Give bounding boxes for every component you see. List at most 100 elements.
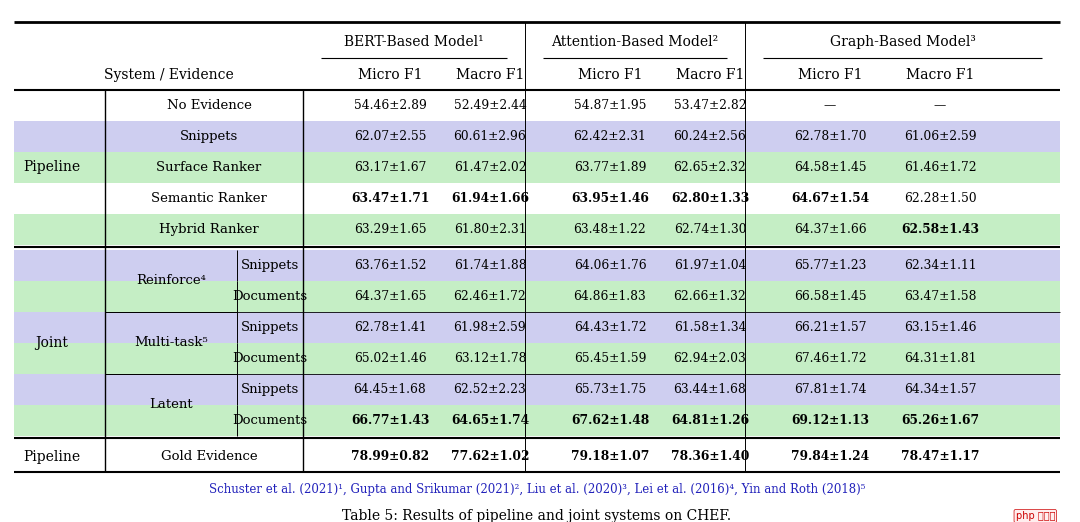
Text: Multi-task⁵: Multi-task⁵	[134, 337, 207, 350]
Text: Snippets: Snippets	[241, 321, 299, 334]
Text: 66.58±1.45: 66.58±1.45	[794, 290, 866, 303]
Text: 62.34±1.11: 62.34±1.11	[904, 259, 976, 272]
Text: 64.37±1.66: 64.37±1.66	[794, 223, 866, 236]
Text: Pipeline: Pipeline	[24, 160, 81, 174]
Text: 63.44±1.68: 63.44±1.68	[674, 383, 746, 396]
Text: 52.49±2.44: 52.49±2.44	[454, 99, 526, 112]
Text: 63.47±1.71: 63.47±1.71	[351, 192, 429, 205]
Text: Graph-Based Model³: Graph-Based Model³	[829, 35, 975, 49]
Text: —: —	[824, 99, 836, 112]
Bar	[14, 121, 1059, 152]
Text: 69.12±1.13: 69.12±1.13	[791, 414, 869, 427]
Text: 53.47±2.82: 53.47±2.82	[674, 99, 746, 112]
Text: php 中文网: php 中文网	[1015, 511, 1055, 521]
Text: Documents: Documents	[232, 414, 308, 427]
Text: Documents: Documents	[232, 290, 308, 303]
Text: Table 5: Results of pipeline and joint systems on CHEF.: Table 5: Results of pipeline and joint s…	[342, 509, 731, 522]
Text: 64.34±1.57: 64.34±1.57	[904, 383, 976, 396]
Text: 62.07±2.55: 62.07±2.55	[354, 130, 427, 143]
Text: 67.46±1.72: 67.46±1.72	[794, 352, 866, 365]
Text: Micro F1: Micro F1	[578, 68, 643, 82]
Text: 62.78±1.41: 62.78±1.41	[353, 321, 427, 334]
Text: Semantic Ranker: Semantic Ranker	[151, 192, 267, 205]
Text: 65.45±1.59: 65.45±1.59	[573, 352, 646, 365]
Text: 62.46±1.72: 62.46±1.72	[454, 290, 526, 303]
Text: 64.06±1.76: 64.06±1.76	[573, 259, 646, 272]
Text: 61.58±1.34: 61.58±1.34	[674, 321, 746, 334]
Text: 60.61±2.96: 60.61±2.96	[454, 130, 526, 143]
Text: 62.80±1.33: 62.80±1.33	[671, 192, 750, 205]
Text: 63.17±1.67: 63.17±1.67	[354, 161, 427, 174]
Text: 62.74±1.30: 62.74±1.30	[674, 223, 746, 236]
Bar	[14, 281, 1059, 312]
Text: No Evidence: No Evidence	[166, 99, 252, 112]
Text: 64.43±1.72: 64.43±1.72	[573, 321, 646, 334]
Text: 62.78±1.70: 62.78±1.70	[794, 130, 866, 143]
Text: 54.46±2.89: 54.46±2.89	[353, 99, 427, 112]
Text: 64.67±1.54: 64.67±1.54	[791, 192, 869, 205]
Text: 61.98±2.59: 61.98±2.59	[454, 321, 526, 334]
Text: 60.24±2.56: 60.24±2.56	[674, 130, 746, 143]
Text: 79.84±1.24: 79.84±1.24	[791, 450, 869, 463]
Text: Surface Ranker: Surface Ranker	[157, 161, 261, 174]
Text: 63.95±1.46: 63.95±1.46	[571, 192, 649, 205]
Text: 63.15±1.46: 63.15±1.46	[904, 321, 976, 334]
Text: 54.87±1.95: 54.87±1.95	[573, 99, 646, 112]
Text: Documents: Documents	[232, 352, 308, 365]
Bar	[14, 405, 1059, 436]
Text: Micro F1: Micro F1	[798, 68, 862, 82]
Text: 65.02±1.46: 65.02±1.46	[353, 352, 427, 365]
Text: Latent: Latent	[149, 398, 193, 411]
Text: 63.48±1.22: 63.48±1.22	[573, 223, 646, 236]
Text: 67.62±1.48: 67.62±1.48	[571, 414, 649, 427]
Text: 64.81±1.26: 64.81±1.26	[671, 414, 750, 427]
Text: 61.74±1.88: 61.74±1.88	[454, 259, 526, 272]
Text: 62.94±2.03: 62.94±2.03	[674, 352, 746, 365]
Text: Attention-Based Model²: Attention-Based Model²	[552, 35, 718, 49]
Text: Pipeline: Pipeline	[24, 449, 81, 464]
Text: 79.18±1.07: 79.18±1.07	[571, 450, 649, 463]
Text: 77.62±1.02: 77.62±1.02	[450, 450, 529, 463]
Text: 61.46±1.72: 61.46±1.72	[904, 161, 976, 174]
Text: 62.65±2.32: 62.65±2.32	[674, 161, 746, 174]
Text: 61.94±1.66: 61.94±1.66	[451, 192, 529, 205]
Bar	[14, 374, 1059, 405]
Text: Macro F1: Macro F1	[906, 68, 974, 82]
Bar	[14, 214, 1059, 245]
Text: Macro F1: Macro F1	[456, 68, 524, 82]
Text: 63.77±1.89: 63.77±1.89	[573, 161, 646, 174]
Text: Macro F1: Macro F1	[676, 68, 744, 82]
Bar	[14, 152, 1059, 183]
Text: System / Evidence: System / Evidence	[104, 68, 233, 82]
Text: 64.31±1.81: 64.31±1.81	[904, 352, 976, 365]
Text: 78.99±0.82: 78.99±0.82	[351, 450, 429, 463]
Text: 63.12±1.78: 63.12±1.78	[454, 352, 526, 365]
Text: 64.65±1.74: 64.65±1.74	[451, 414, 529, 427]
Text: 65.77±1.23: 65.77±1.23	[794, 259, 866, 272]
Text: Snippets: Snippets	[241, 383, 299, 396]
Text: Snippets: Snippets	[241, 259, 299, 272]
Text: Snippets: Snippets	[180, 130, 238, 143]
Text: 67.81±1.74: 67.81±1.74	[794, 383, 866, 396]
Text: Hybrid Ranker: Hybrid Ranker	[159, 223, 259, 236]
Text: 64.37±1.65: 64.37±1.65	[354, 290, 427, 303]
Text: —: —	[934, 99, 946, 112]
Text: 66.21±1.57: 66.21±1.57	[794, 321, 866, 334]
Text: Gold Evidence: Gold Evidence	[161, 450, 257, 463]
Text: 62.28±1.50: 62.28±1.50	[904, 192, 976, 205]
Text: 65.73±1.75: 65.73±1.75	[573, 383, 646, 396]
Bar	[14, 250, 1059, 281]
Text: 62.52±2.23: 62.52±2.23	[454, 383, 526, 396]
Text: 78.47±1.17: 78.47±1.17	[901, 450, 980, 463]
Text: 64.86±1.83: 64.86±1.83	[573, 290, 646, 303]
Text: 63.29±1.65: 63.29±1.65	[353, 223, 427, 236]
Text: 66.77±1.43: 66.77±1.43	[351, 414, 429, 427]
Text: Schuster et al. (2021)¹, Gupta and Srikumar (2021)², Liu et al. (2020)³, Lei et : Schuster et al. (2021)¹, Gupta and Sriku…	[208, 483, 865, 496]
Text: Micro F1: Micro F1	[357, 68, 422, 82]
Text: 63.47±1.58: 63.47±1.58	[904, 290, 976, 303]
Text: 61.06±2.59: 61.06±2.59	[904, 130, 976, 143]
Text: BERT-Based Model¹: BERT-Based Model¹	[345, 35, 484, 49]
Text: 64.45±1.68: 64.45±1.68	[353, 383, 427, 396]
Text: Joint: Joint	[36, 336, 68, 350]
Text: 78.36±1.40: 78.36±1.40	[671, 450, 750, 463]
